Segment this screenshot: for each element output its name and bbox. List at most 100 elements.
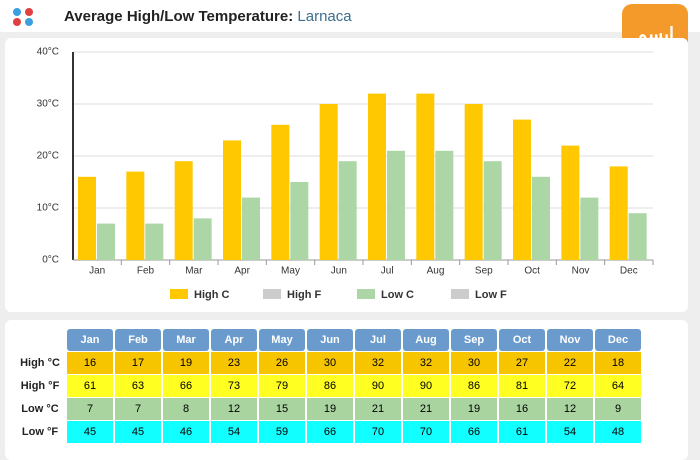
- title-text: Average High/Low Temperature:: [64, 8, 294, 25]
- bar: [78, 176, 96, 260]
- table-cell: 30: [451, 352, 497, 374]
- legend-swatch: [263, 289, 281, 299]
- table-header-row: Jan Feb Mar Apr May Jun Jul Aug Sep Oct Nov Dec: [15, 329, 641, 351]
- chart-panel: 0°C 10°C 20°C 30°C 40°C Jan Feb Mar Apr May Jun Jul…: [5, 38, 688, 312]
- bar: [561, 145, 580, 260]
- table-cell: 86: [451, 375, 497, 397]
- header-cell: Mar: [163, 329, 209, 351]
- table-cell: 22: [547, 352, 593, 374]
- place: Larnaca: [297, 8, 352, 25]
- y-tick-label: 10°C: [37, 203, 59, 214]
- table-cell: 21: [355, 398, 401, 420]
- table-cell: 70: [403, 421, 449, 443]
- table-cell: 8: [163, 398, 209, 420]
- legend-item: Low C: [357, 289, 414, 301]
- bar: [174, 161, 193, 260]
- header-cell: Dec: [595, 329, 641, 351]
- table-cell: 19: [451, 398, 497, 420]
- table-cell: 32: [355, 352, 401, 374]
- x-tick-label: Sep: [475, 266, 493, 277]
- y-tick-label: 40°C: [37, 47, 59, 58]
- table-panel: Jan Feb Mar Apr May Jun Jul Aug Sep Oct Nov Dec High…: [5, 320, 688, 460]
- bar: [290, 182, 309, 260]
- legend-item: High C: [170, 289, 229, 301]
- bar: [532, 176, 550, 260]
- table: Jan Feb Mar Apr May Jun Jul Aug Sep Oct Nov Dec High…: [13, 328, 643, 444]
- bar: [483, 161, 502, 260]
- table-cell: 61: [67, 375, 113, 397]
- bar: [609, 166, 628, 260]
- table-cell: 90: [403, 375, 449, 397]
- table-cell: 54: [211, 421, 257, 443]
- table-cell: 7: [115, 398, 161, 420]
- x-tick-label: Jun: [331, 266, 347, 277]
- header-cell: Jun: [307, 329, 353, 351]
- x-tick-label: Aug: [427, 266, 445, 277]
- table-cell: 70: [355, 421, 401, 443]
- legend-label: Low F: [475, 289, 507, 301]
- table-cell: 15: [259, 398, 305, 420]
- table-cell: 54: [547, 421, 593, 443]
- x-tick-label: Apr: [234, 266, 250, 277]
- row-label: High °C: [20, 356, 60, 369]
- row-label: Low °F: [21, 425, 59, 438]
- table-cell: 32: [403, 352, 449, 374]
- header-cell: Sep: [451, 329, 497, 351]
- table-cell: 30: [307, 352, 353, 374]
- x-tick-label: Jul: [381, 266, 394, 277]
- table-row: Low °F 45 45 46 54 59 66 70 70 66 61 54 48: [15, 421, 641, 443]
- bar: [193, 218, 212, 260]
- bar: [338, 161, 357, 260]
- table-cell: 45: [115, 421, 161, 443]
- x-tick-label: Dec: [620, 266, 638, 277]
- table-row: High °F 61 63 66 73 79 86 90 90 86 81 72 64: [15, 375, 641, 397]
- table-cell: 66: [163, 375, 209, 397]
- table-cell: 59: [259, 421, 305, 443]
- table-cell: 66: [451, 421, 497, 443]
- bar: [580, 197, 599, 260]
- table-cell: 48: [595, 421, 641, 443]
- bar: [464, 104, 483, 260]
- table-cell: 9: [595, 398, 641, 420]
- bar: [628, 213, 647, 260]
- legend-label: High F: [287, 289, 321, 301]
- header: Average High/Low Temperature: Larnaca ای…: [0, 0, 700, 52]
- table-cell: 21: [403, 398, 449, 420]
- x-tick-label: May: [281, 266, 300, 277]
- bar: [97, 223, 115, 260]
- table-cell: 12: [547, 398, 593, 420]
- bar: [223, 140, 241, 260]
- table-cell: 16: [67, 352, 113, 374]
- bar: [435, 150, 454, 260]
- header-cell: Feb: [115, 329, 161, 351]
- chart: 0°C 10°C 20°C 30°C 40°C Jan Feb Mar Apr May Jun Jul…: [37, 47, 654, 301]
- x-tick-label: Mar: [185, 266, 203, 277]
- header-cell: Jan: [67, 329, 113, 351]
- x-tick-label: Nov: [572, 266, 590, 277]
- bar: [126, 171, 145, 260]
- table-row: High °C 16 17 19 23 26 30 32 32 30 27 22 18: [15, 352, 641, 374]
- table-cell: 27: [499, 352, 545, 374]
- row-label: Low °C: [21, 402, 59, 415]
- table-cell: 26: [259, 352, 305, 374]
- legend-swatch: [451, 289, 469, 299]
- table-cell: 86: [307, 375, 353, 397]
- corner-cell: [15, 329, 65, 351]
- table-cell: 7: [67, 398, 113, 420]
- table-cell: 63: [115, 375, 161, 397]
- y-tick-label: 20°C: [37, 151, 59, 162]
- x-tick-label: Feb: [137, 266, 155, 277]
- table-cell: 73: [211, 375, 257, 397]
- table-cell: 19: [163, 352, 209, 374]
- table-cell: 23: [211, 352, 257, 374]
- legend-item: High F: [263, 289, 321, 301]
- table-cell: 64: [595, 375, 641, 397]
- legend-item: Low F: [451, 289, 507, 301]
- x-tick-label: Oct: [524, 266, 540, 277]
- table-cell: 79: [259, 375, 305, 397]
- bar: [416, 93, 435, 260]
- table-cell: 16: [499, 398, 545, 420]
- table-cell: 72: [547, 375, 593, 397]
- icons: [13, 8, 33, 26]
